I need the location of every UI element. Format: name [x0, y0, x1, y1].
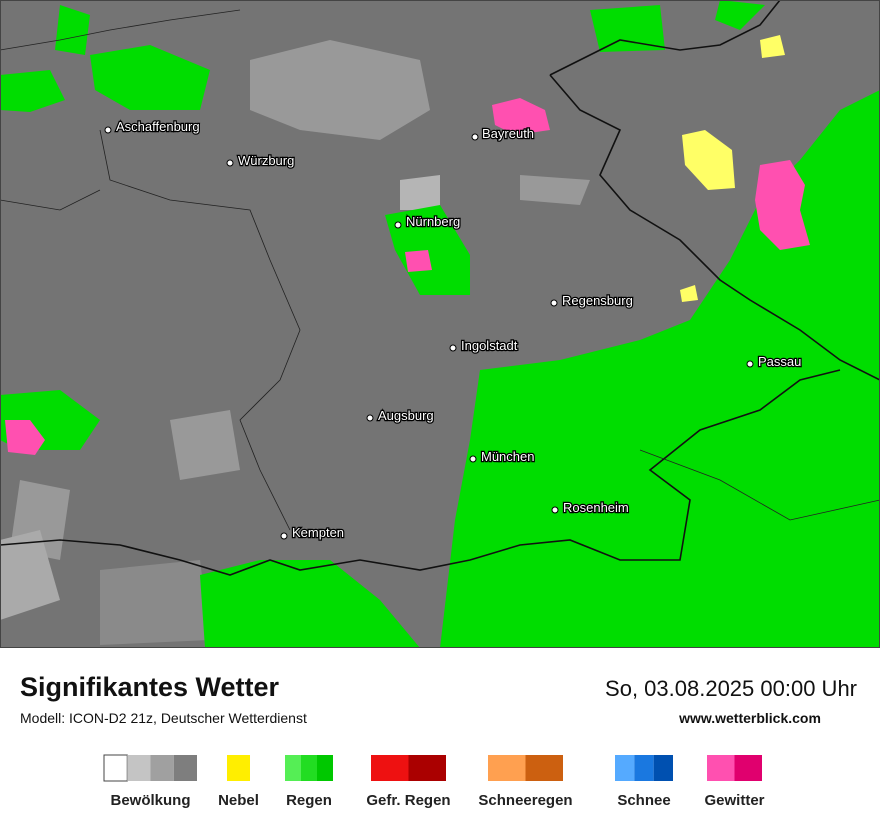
legend-swatch — [408, 755, 446, 781]
legend-swatch — [634, 755, 654, 781]
legend-label: Schnee — [617, 792, 670, 809]
city-label: Passau — [758, 354, 801, 369]
legend-swatch — [734, 755, 762, 781]
legend-swatch — [103, 754, 128, 782]
city-label: Rosenheim — [563, 500, 629, 515]
legend-swatch — [150, 755, 174, 781]
subtitle: Modell: ICON-D2 21z, Deutscher Wetterdie… — [20, 710, 307, 726]
thunderstorm-areas — [5, 98, 810, 455]
legend-label: Bewölkung — [110, 792, 190, 809]
city-label: Bayreuth — [482, 126, 534, 141]
datetime: So, 03.08.2025 00:00 Uhr — [605, 676, 857, 701]
city-label: Nürnberg — [406, 214, 460, 229]
legend-label: Regen — [286, 792, 332, 809]
legend-swatch — [173, 755, 197, 781]
city-label: Aschaffenburg — [116, 119, 200, 134]
website: www.wetterblick.com — [679, 710, 821, 726]
city: Bayreuth — [471, 125, 535, 142]
city: Regensburg — [550, 292, 634, 309]
legend-swatch — [227, 755, 250, 781]
title: Signifikantes Wetter — [20, 672, 280, 702]
city: Würzburg — [226, 152, 296, 169]
city: Aschaffenburg — [104, 118, 201, 135]
city: Passau — [746, 353, 803, 370]
weather-map: Aschaffenburg Würzburg Bayreuth Nürnberg… — [0, 0, 880, 648]
legend: Bewölkung Nebel Regen Gefr. Regen Schneerege… — [103, 754, 765, 809]
cities: Aschaffenburg Würzburg Bayreuth Nürnberg… — [104, 118, 803, 541]
fog-areas — [680, 35, 785, 302]
city: Rosenheim — [551, 499, 630, 516]
city: München — [469, 448, 536, 465]
city-label: München — [481, 449, 534, 464]
city: Kempten — [280, 524, 345, 541]
state-lines — [0, 9, 880, 531]
legend-swatch — [707, 755, 735, 781]
legend-swatch — [615, 755, 635, 781]
legend-swatch — [285, 755, 301, 781]
legend-label: Gefr. Regen — [366, 792, 450, 809]
cloud-areas — [0, 40, 590, 645]
city-label: Ingolstadt — [461, 338, 518, 353]
legend-swatch — [301, 755, 317, 781]
city: Augsburg — [366, 407, 435, 424]
city: Ingolstadt — [449, 337, 519, 354]
legend-swatch — [653, 755, 673, 781]
city: Nürnberg — [394, 213, 461, 230]
city-label: Augsburg — [378, 408, 434, 423]
city-label: Regensburg — [562, 293, 633, 308]
legend-label: Gewitter — [704, 792, 764, 809]
legend-swatch — [488, 755, 526, 781]
legend-swatch — [525, 755, 563, 781]
legend-swatch — [127, 755, 151, 781]
legend-swatch — [317, 755, 333, 781]
legend-label: Schneeregen — [478, 792, 572, 809]
borders — [0, 0, 880, 576]
legend-label: Nebel — [218, 792, 259, 809]
city-label: Würzburg — [238, 153, 294, 168]
legend-swatch — [371, 755, 409, 781]
city-label: Kempten — [292, 525, 344, 540]
